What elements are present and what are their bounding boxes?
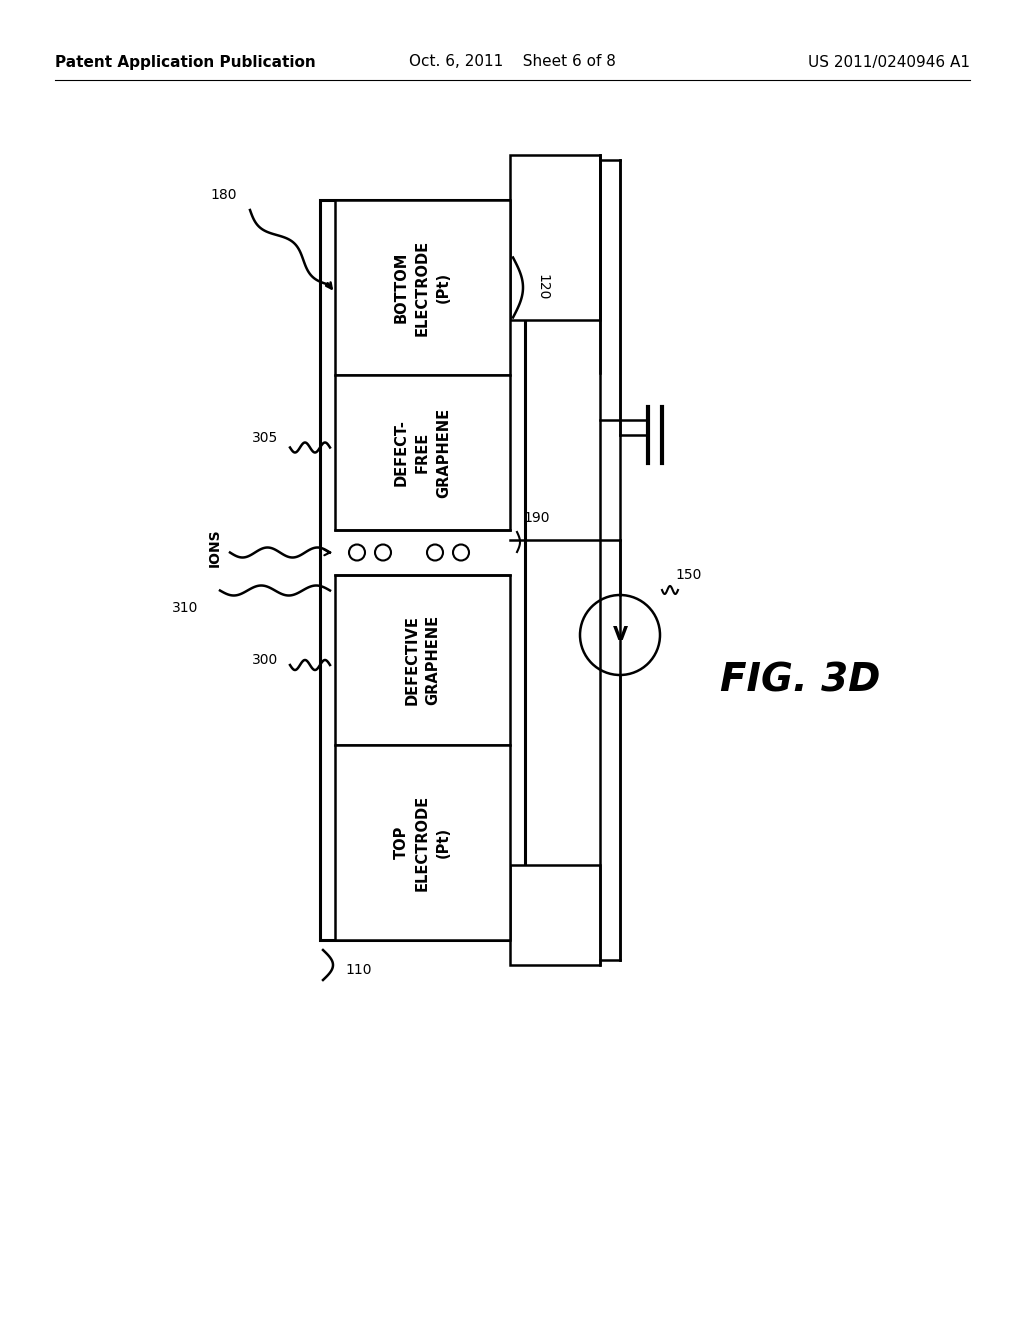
Text: 305: 305 — [252, 430, 279, 445]
Bar — [335, 201, 510, 375]
Text: BOTTOM
ELECTRODE
(Pt): BOTTOM ELECTRODE (Pt) — [394, 239, 451, 335]
Text: Patent Application Publication: Patent Application Publication — [55, 54, 315, 70]
Bar — [319, 201, 525, 940]
Text: US 2011/0240946 A1: US 2011/0240946 A1 — [808, 54, 970, 70]
Text: V: V — [612, 626, 628, 644]
Text: 110: 110 — [345, 964, 372, 977]
Text: DEFECT-
FREE
GRAPHENE: DEFECT- FREE GRAPHENE — [394, 408, 451, 498]
Text: 310: 310 — [172, 601, 199, 615]
Bar — [335, 576, 510, 744]
Text: 120: 120 — [535, 275, 549, 301]
Text: 150: 150 — [675, 568, 701, 582]
Text: 180: 180 — [210, 187, 237, 202]
Text: 300: 300 — [252, 653, 279, 667]
Text: Oct. 6, 2011    Sheet 6 of 8: Oct. 6, 2011 Sheet 6 of 8 — [409, 54, 615, 70]
Text: IONS: IONS — [208, 528, 222, 566]
Bar — [335, 744, 510, 940]
Text: FIG. 3D: FIG. 3D — [720, 661, 881, 700]
Text: 190: 190 — [523, 511, 550, 525]
Text: TOP
ELECTRODE
(Pt): TOP ELECTRODE (Pt) — [394, 795, 451, 891]
Bar — [510, 154, 600, 319]
Bar — [510, 865, 600, 965]
Bar — [335, 375, 510, 531]
Text: DEFECTIVE
GRAPHENE: DEFECTIVE GRAPHENE — [404, 615, 440, 705]
